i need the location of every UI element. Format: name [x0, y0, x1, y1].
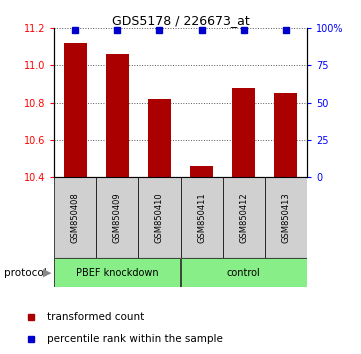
Bar — [232, 88, 255, 177]
Text: GSM850412: GSM850412 — [239, 192, 248, 243]
Text: GSM850410: GSM850410 — [155, 192, 164, 243]
Text: GSM850411: GSM850411 — [197, 192, 206, 243]
Bar — [180, 258, 307, 287]
Text: ▶: ▶ — [43, 268, 51, 278]
Bar — [54, 177, 96, 258]
Text: control: control — [227, 268, 261, 278]
Bar — [180, 177, 223, 258]
Text: GSM850408: GSM850408 — [71, 192, 80, 243]
Text: GSM850413: GSM850413 — [281, 192, 290, 243]
Bar — [96, 177, 138, 258]
Bar — [274, 93, 297, 177]
Bar — [54, 258, 180, 287]
Bar — [64, 43, 87, 177]
Bar — [265, 177, 307, 258]
Text: transformed count: transformed count — [47, 312, 144, 322]
Bar — [106, 55, 129, 177]
Text: protocol: protocol — [4, 268, 46, 278]
Bar — [223, 177, 265, 258]
Text: GSM850409: GSM850409 — [113, 192, 122, 243]
Text: percentile rank within the sample: percentile rank within the sample — [47, 334, 223, 344]
Bar — [148, 99, 171, 177]
Bar — [190, 166, 213, 177]
Bar — [138, 177, 180, 258]
Title: GDS5178 / 226673_at: GDS5178 / 226673_at — [112, 14, 249, 27]
Text: PBEF knockdown: PBEF knockdown — [76, 268, 158, 278]
